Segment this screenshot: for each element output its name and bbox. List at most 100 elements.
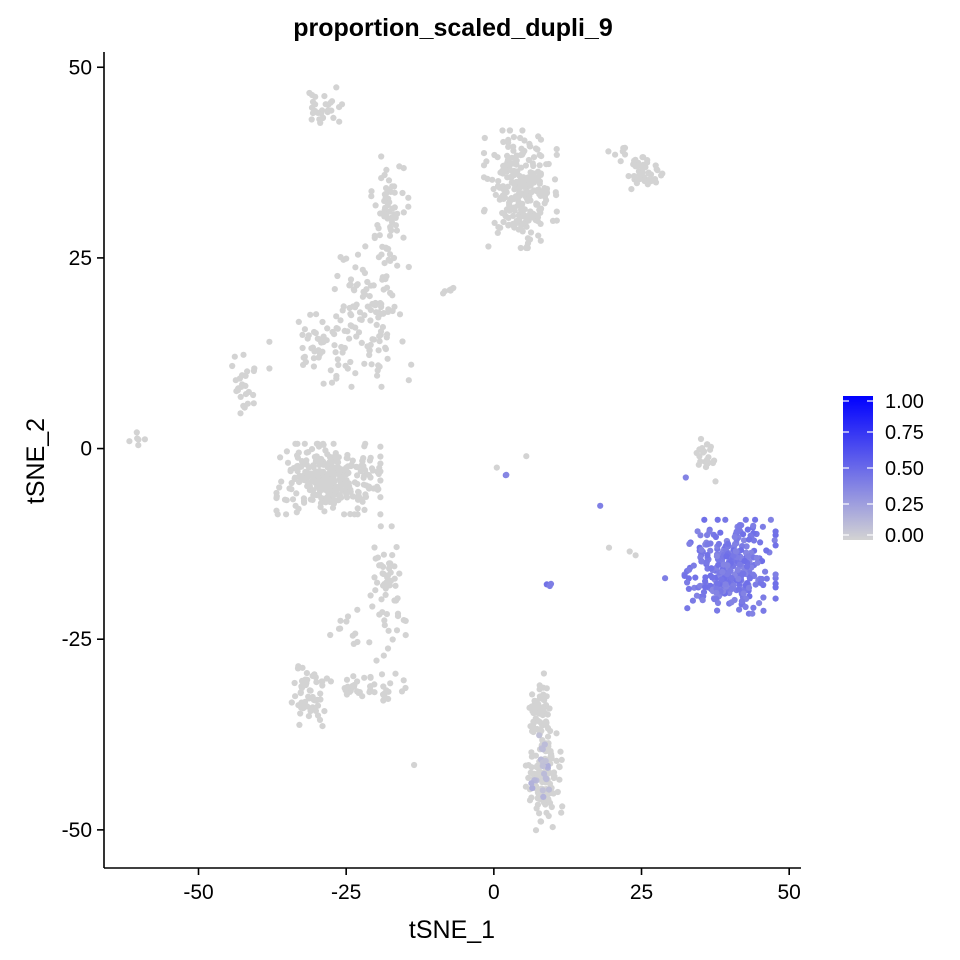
- data-point: [713, 585, 720, 592]
- data-point: [399, 338, 406, 345]
- data-point: [693, 592, 701, 599]
- data-point: [542, 757, 549, 765]
- data-point: [358, 339, 365, 346]
- data-point: [506, 127, 514, 134]
- data-point: [310, 363, 317, 370]
- data-point: [394, 610, 402, 617]
- data-point: [335, 471, 342, 478]
- data-point: [335, 497, 342, 504]
- data-point: [365, 483, 373, 490]
- data-point: [553, 151, 560, 158]
- data-point: [649, 177, 657, 184]
- data-point: [361, 674, 368, 681]
- data-point: [325, 476, 332, 483]
- data-point: [352, 630, 359, 637]
- data-point: [361, 443, 368, 450]
- data-point: [354, 606, 361, 613]
- data-point: [317, 500, 325, 507]
- data-point: [708, 565, 715, 572]
- data-point: [347, 510, 354, 518]
- x-tick-label: 25: [630, 881, 653, 904]
- data-point: [362, 243, 369, 250]
- data-point: [333, 483, 340, 490]
- data-point: [639, 154, 646, 161]
- data-point: [368, 361, 375, 368]
- data-point: [772, 542, 779, 549]
- data-point: [632, 156, 639, 163]
- data-point: [367, 341, 374, 348]
- data-point: [352, 370, 359, 377]
- data-point: [742, 603, 749, 611]
- data-point: [699, 597, 706, 604]
- data-point: [514, 218, 521, 225]
- data-point: [746, 575, 754, 582]
- data-point: [540, 684, 547, 691]
- data-point: [387, 223, 394, 231]
- data-point: [685, 585, 693, 593]
- data-point: [303, 457, 310, 464]
- data-point: [539, 762, 546, 770]
- data-point: [344, 451, 351, 459]
- data-point: [348, 383, 355, 390]
- data-point: [540, 670, 548, 677]
- data-point: [734, 566, 741, 574]
- data-point: [385, 688, 392, 695]
- data-point: [375, 254, 382, 261]
- data-point: [714, 580, 721, 587]
- y-axis-title: tSNE_2: [22, 418, 50, 504]
- data-point: [396, 311, 404, 318]
- data-point: [544, 725, 552, 732]
- data-point: [314, 702, 322, 709]
- data-point: [545, 786, 553, 793]
- data-point: [542, 775, 549, 782]
- data-point: [283, 448, 290, 455]
- data-point: [331, 477, 338, 484]
- data-point: [308, 116, 315, 123]
- data-point: [343, 255, 350, 262]
- data-point: [321, 93, 328, 100]
- data-point: [381, 260, 388, 267]
- data-point: [367, 317, 374, 324]
- data-point: [305, 713, 312, 720]
- data-point: [361, 312, 368, 319]
- data-point: [713, 553, 721, 560]
- data-point: [701, 516, 708, 523]
- data-point: [297, 710, 304, 717]
- data-point: [327, 457, 335, 465]
- data-point: [756, 600, 763, 607]
- data-point: [757, 539, 764, 546]
- data-point: [750, 604, 757, 611]
- data-point: [386, 232, 394, 239]
- data-point: [304, 335, 311, 342]
- colorbar-label: 0.00: [885, 525, 924, 547]
- data-point: [367, 282, 374, 289]
- data-point: [386, 251, 394, 258]
- data-point: [310, 355, 317, 362]
- data-point: [301, 326, 308, 333]
- data-point: [291, 474, 298, 481]
- data-point: [357, 316, 364, 323]
- data-point: [376, 338, 383, 345]
- data-point: [388, 523, 395, 530]
- data-point: [500, 218, 507, 226]
- data-point: [724, 540, 732, 547]
- data-point: [525, 762, 532, 769]
- data-point: [251, 365, 258, 372]
- data-point: [553, 757, 560, 765]
- data-point: [335, 361, 342, 369]
- data-point: [402, 684, 409, 692]
- data-point: [711, 596, 718, 603]
- data-point: [353, 333, 360, 340]
- data-point: [333, 313, 340, 320]
- data-point: [526, 797, 534, 804]
- data-point: [526, 193, 533, 200]
- data-point: [495, 178, 502, 185]
- data-point: [720, 561, 727, 568]
- data-point: [713, 589, 720, 597]
- data-point: [515, 226, 522, 233]
- data-point: [553, 192, 560, 199]
- data-point: [331, 464, 338, 471]
- data-point: [541, 741, 548, 748]
- x-tick-label: -50: [183, 881, 213, 904]
- data-point: [299, 677, 306, 685]
